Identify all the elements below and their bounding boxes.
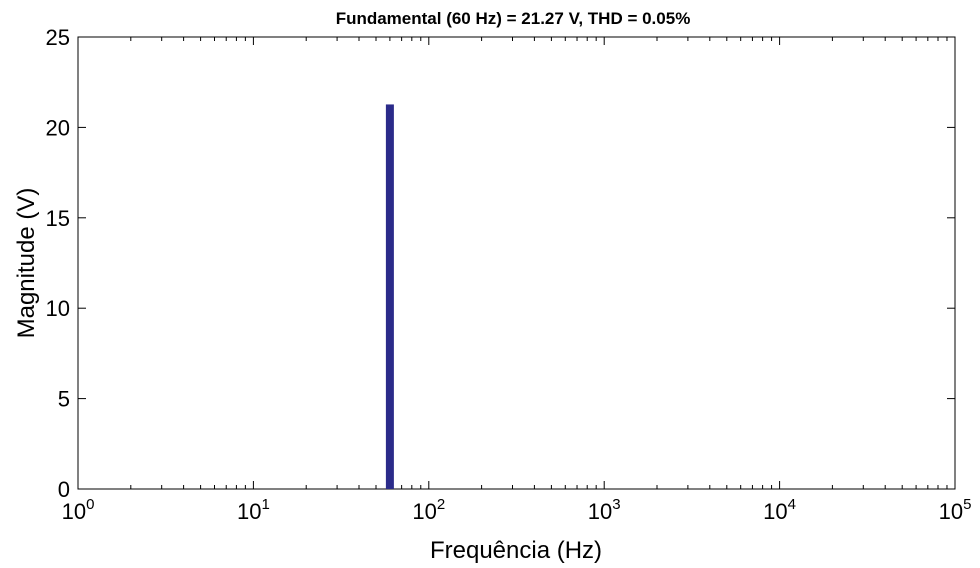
x-tick-label: 101 (237, 496, 270, 524)
spectrum-bar (385, 104, 394, 489)
x-tick-label: 100 (62, 496, 95, 524)
y-tick-label: 0 (58, 477, 70, 502)
y-tick-label: 25 (46, 25, 70, 50)
x-axis-label: Frequência (Hz) (430, 537, 602, 564)
chart-title: Fundamental (60 Hz) = 21.27 V, THD = 0.0… (336, 9, 691, 28)
x-tick-labels: 100 101 102 103 104 105 (62, 496, 972, 524)
x-tick-label: 102 (412, 496, 445, 524)
bars (385, 104, 394, 489)
y-tick-label: 15 (46, 206, 70, 231)
y-axis-label: Magnitude (V) (13, 188, 40, 339)
major-ticks (77, 36, 956, 490)
y-tick-labels: 0 5 10 15 20 25 (46, 25, 70, 502)
plot-area-frame (77, 36, 956, 490)
y-tick-label: 10 (46, 296, 70, 321)
minor-ticks (130, 37, 948, 489)
x-tick-label: 105 (939, 496, 972, 524)
y-tick-label: 20 (46, 115, 70, 140)
x-tick-label: 104 (763, 496, 796, 524)
x-tick-label: 103 (588, 496, 621, 524)
y-tick-label: 5 (58, 387, 70, 412)
